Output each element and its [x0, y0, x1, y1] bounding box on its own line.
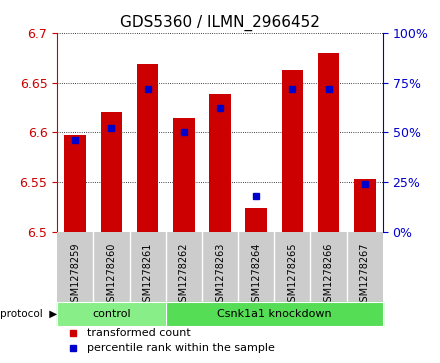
- Text: GSM1278265: GSM1278265: [287, 242, 297, 308]
- Bar: [354, 179, 376, 232]
- Text: GSM1278267: GSM1278267: [360, 242, 370, 308]
- Bar: [318, 53, 339, 232]
- Text: protocol  ▶: protocol ▶: [0, 309, 57, 319]
- Bar: [173, 118, 194, 232]
- Text: transformed count: transformed count: [87, 328, 190, 338]
- Text: GSM1278261: GSM1278261: [143, 242, 153, 308]
- Bar: [166, 302, 383, 326]
- Bar: [137, 64, 158, 232]
- Bar: [282, 70, 303, 232]
- Bar: [166, 302, 383, 326]
- Bar: [57, 302, 166, 326]
- Text: GSM1278266: GSM1278266: [323, 242, 334, 308]
- Bar: [64, 135, 86, 232]
- Text: control: control: [92, 309, 131, 319]
- Text: GSM1278259: GSM1278259: [70, 242, 80, 308]
- Bar: [209, 94, 231, 232]
- Text: GSM1278263: GSM1278263: [215, 242, 225, 308]
- Text: GSM1278262: GSM1278262: [179, 242, 189, 308]
- Text: Csnk1a1 knockdown: Csnk1a1 knockdown: [217, 309, 332, 319]
- Text: percentile rank within the sample: percentile rank within the sample: [87, 343, 275, 353]
- Bar: [246, 208, 267, 232]
- Bar: [57, 302, 166, 326]
- Text: GSM1278260: GSM1278260: [106, 242, 117, 308]
- Bar: [101, 113, 122, 232]
- Text: GSM1278264: GSM1278264: [251, 242, 261, 308]
- Title: GDS5360 / ILMN_2966452: GDS5360 / ILMN_2966452: [120, 15, 320, 31]
